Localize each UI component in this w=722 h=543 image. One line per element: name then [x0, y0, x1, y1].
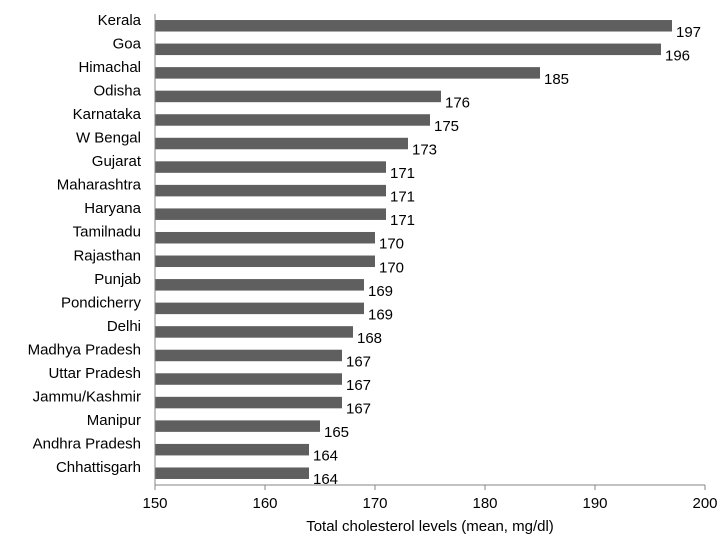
value-label: 169 [368, 306, 393, 323]
x-axis-title: Total cholesterol levels (mean, mg/dl) [306, 518, 554, 535]
category-label: Odisha [93, 82, 141, 99]
bar-tamilnadu [155, 231, 375, 244]
x-tick-label: 150 [142, 495, 167, 512]
value-label: 168 [357, 330, 382, 347]
bar-uttar-pradesh [155, 373, 342, 385]
category-label: Manipur [87, 412, 141, 429]
value-label: 170 [379, 259, 404, 276]
bar-rajasthan [155, 255, 375, 268]
category-label: Kerala [98, 12, 142, 29]
value-label: 164 [313, 471, 338, 488]
value-label: 165 [324, 424, 349, 441]
value-label: 164 [313, 448, 338, 465]
x-tick-label: 190 [582, 495, 607, 512]
bar-andhra-pradesh [155, 443, 309, 456]
value-label: 173 [412, 142, 437, 159]
bar-punjab [155, 279, 364, 291]
category-label: Maharashtra [57, 177, 142, 194]
bars-group [155, 20, 672, 479]
bar-kerala [155, 20, 672, 32]
value-label: 167 [346, 377, 371, 394]
value-label: 196 [665, 47, 690, 64]
bar-gujarat [155, 161, 386, 173]
category-label: Gujarat [92, 153, 142, 170]
x-tick-label: 170 [362, 495, 387, 512]
x-ticks-group: 150 160 170 180 190 200 [142, 485, 718, 512]
bar-odisha [155, 90, 441, 103]
x-tick-label: 180 [472, 495, 497, 512]
bar-goa [155, 43, 661, 56]
category-label: Karnataka [73, 106, 142, 123]
bar-madhya-pradesh [155, 349, 342, 362]
bar-delhi [155, 326, 353, 338]
x-tick-label: 200 [692, 495, 717, 512]
category-label: Jammu/Kashmir [33, 389, 141, 406]
value-label: 171 [390, 189, 415, 206]
category-label: Madhya Pradesh [28, 341, 141, 358]
bar-jammu-kashmir [155, 396, 342, 409]
category-label: Haryana [84, 200, 141, 217]
category-label: Pondicherry [61, 294, 142, 311]
category-label: Himachal [78, 59, 141, 76]
category-label: Punjab [94, 271, 141, 288]
bar-haryana [155, 208, 386, 220]
value-label: 176 [445, 94, 470, 111]
value-label: 169 [368, 283, 393, 300]
value-label: 167 [346, 401, 371, 418]
value-label: 167 [346, 353, 371, 370]
value-label: 171 [390, 212, 415, 229]
value-label: 185 [544, 71, 569, 88]
value-label: 171 [390, 165, 415, 182]
bar-manipur [155, 420, 320, 432]
bar-karnataka [155, 114, 430, 126]
value-label: 197 [676, 24, 701, 41]
category-label: W Bengal [76, 130, 141, 147]
category-label: Andhra Pradesh [33, 436, 141, 453]
bar-himachal [155, 67, 540, 79]
bar-maharashtra [155, 184, 386, 197]
value-label: 170 [379, 236, 404, 253]
value-labels-group: 197 196 185 176 175 173 171 171 171 170 170 169 169 1… [313, 24, 701, 488]
category-label: Delhi [107, 318, 141, 335]
category-label: Rajasthan [73, 247, 141, 264]
category-label: Chhattisgarh [56, 459, 141, 476]
category-label: Uttar Pradesh [48, 365, 141, 382]
category-label: Goa [113, 35, 142, 52]
category-label: Tamilnadu [73, 224, 141, 241]
value-label: 175 [434, 118, 459, 135]
bar-chhattisgarh [155, 467, 309, 479]
category-labels-group: Kerala Goa Himachal Odisha Karnataka W Bengal… [28, 12, 142, 476]
x-tick-label: 160 [252, 495, 277, 512]
bar-w-bengal [155, 137, 408, 150]
bar-pondicherry [155, 302, 364, 315]
